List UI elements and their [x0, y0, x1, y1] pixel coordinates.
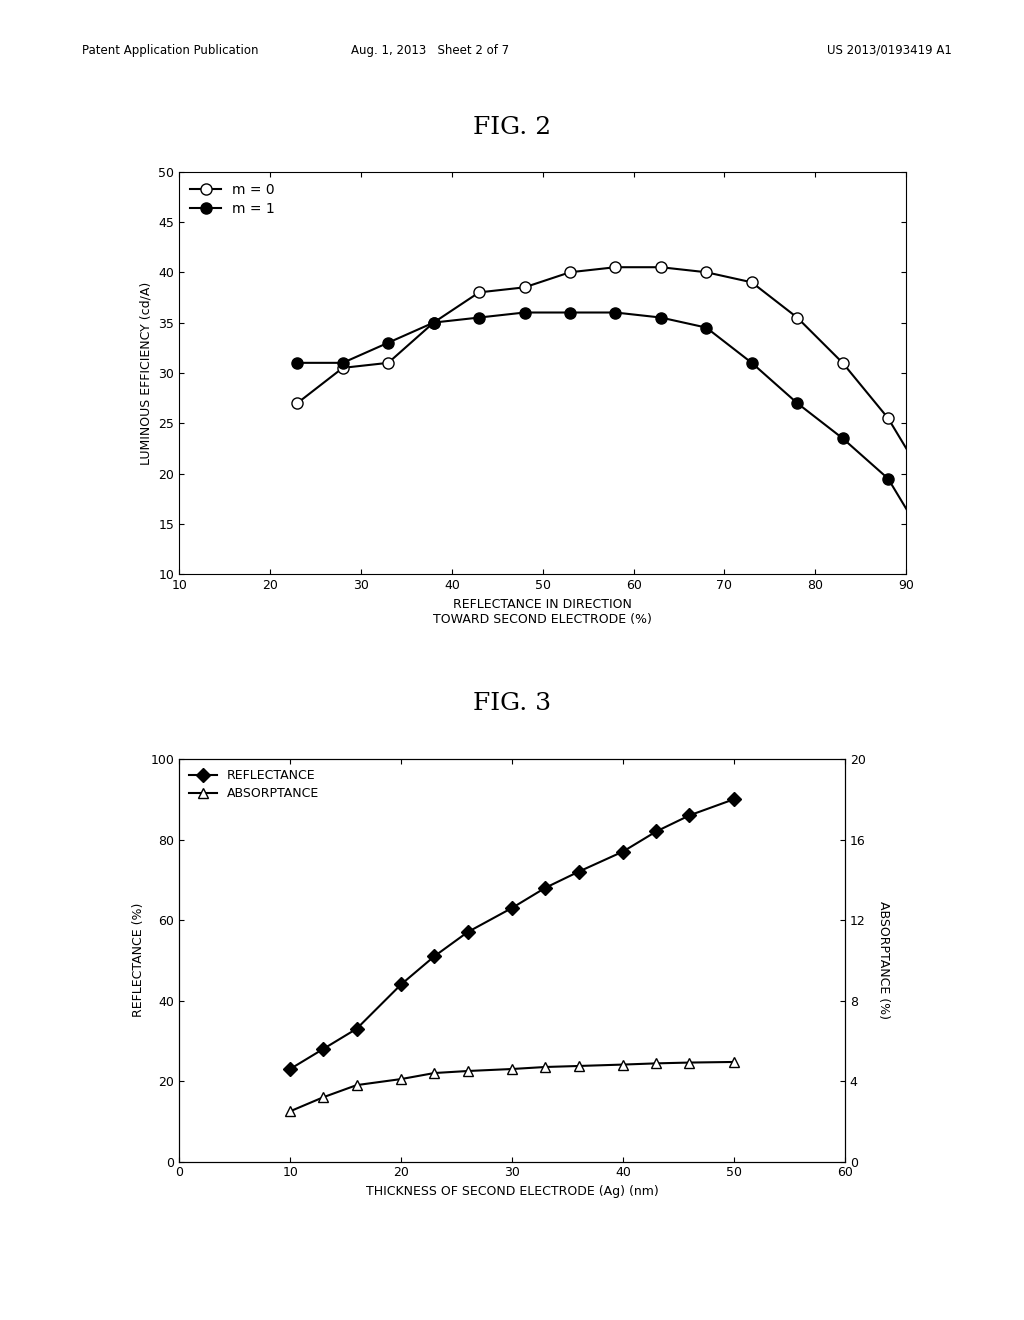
ABSORPTANCE — [350, 1077, 362, 1093]
Text: Patent Application Publication: Patent Application Publication — [82, 44, 258, 57]
m = 1 — [382, 335, 394, 351]
m = 0 — [518, 280, 530, 296]
Line: m = 0: m = 0 — [292, 261, 921, 469]
m = 1 — [745, 355, 758, 371]
m = 0 — [654, 259, 667, 275]
m = 1 — [609, 305, 622, 321]
ABSORPTANCE — [572, 1059, 585, 1074]
REFLECTANCE — [284, 1061, 296, 1077]
Y-axis label: REFLECTANCE (%): REFLECTANCE (%) — [132, 903, 145, 1018]
ABSORPTANCE — [539, 1059, 551, 1074]
ABSORPTANCE — [650, 1056, 663, 1072]
REFLECTANCE — [728, 791, 740, 807]
m = 1 — [882, 471, 894, 487]
Legend: REFLECTANCE, ABSORPTANCE: REFLECTANCE, ABSORPTANCE — [185, 766, 323, 804]
REFLECTANCE — [462, 924, 474, 940]
ABSORPTANCE — [728, 1055, 740, 1071]
m = 0 — [428, 314, 440, 330]
REFLECTANCE — [350, 1020, 362, 1036]
ABSORPTANCE — [683, 1055, 695, 1071]
m = 1 — [837, 430, 849, 446]
Line: REFLECTANCE: REFLECTANCE — [286, 795, 738, 1074]
m = 0 — [700, 264, 713, 280]
X-axis label: THICKNESS OF SECOND ELECTRODE (Ag) (nm): THICKNESS OF SECOND ELECTRODE (Ag) (nm) — [366, 1185, 658, 1199]
REFLECTANCE — [539, 880, 551, 896]
m = 0 — [909, 455, 922, 471]
m = 0 — [882, 411, 894, 426]
m = 0 — [291, 395, 303, 411]
ABSORPTANCE — [428, 1065, 440, 1081]
m = 0 — [337, 360, 349, 376]
REFLECTANCE — [506, 900, 518, 916]
Text: US 2013/0193419 A1: US 2013/0193419 A1 — [827, 44, 952, 57]
m = 0 — [609, 259, 622, 275]
m = 0 — [473, 285, 485, 301]
m = 1 — [791, 395, 803, 411]
REFLECTANCE — [428, 948, 440, 964]
Legend: m = 0, m = 1: m = 0, m = 1 — [186, 178, 279, 220]
m = 0 — [564, 264, 577, 280]
REFLECTANCE — [683, 808, 695, 824]
m = 1 — [473, 310, 485, 326]
m = 1 — [700, 319, 713, 335]
m = 1 — [291, 355, 303, 371]
m = 1 — [337, 355, 349, 371]
ABSORPTANCE — [395, 1071, 408, 1086]
Line: m = 1: m = 1 — [292, 308, 921, 529]
Line: ABSORPTANCE: ABSORPTANCE — [286, 1057, 738, 1117]
ABSORPTANCE — [616, 1056, 629, 1072]
ABSORPTANCE — [284, 1104, 296, 1119]
m = 1 — [909, 516, 922, 532]
REFLECTANCE — [572, 863, 585, 879]
m = 0 — [791, 310, 803, 326]
Y-axis label: LUMINOUS EFFICIENCY (cd/A): LUMINOUS EFFICIENCY (cd/A) — [140, 281, 153, 465]
ABSORPTANCE — [506, 1061, 518, 1077]
m = 0 — [382, 355, 394, 371]
ABSORPTANCE — [462, 1063, 474, 1078]
REFLECTANCE — [616, 843, 629, 859]
REFLECTANCE — [395, 977, 408, 993]
Y-axis label: ABSORPTANCE (%): ABSORPTANCE (%) — [877, 902, 890, 1019]
Text: FIG. 3: FIG. 3 — [473, 693, 551, 715]
m = 1 — [654, 310, 667, 326]
Text: Aug. 1, 2013   Sheet 2 of 7: Aug. 1, 2013 Sheet 2 of 7 — [351, 44, 509, 57]
m = 1 — [518, 305, 530, 321]
REFLECTANCE — [650, 824, 663, 840]
X-axis label: REFLECTANCE IN DIRECTION
TOWARD SECOND ELECTRODE (%): REFLECTANCE IN DIRECTION TOWARD SECOND E… — [433, 598, 652, 626]
m = 1 — [428, 314, 440, 330]
m = 0 — [745, 275, 758, 290]
Text: FIG. 2: FIG. 2 — [473, 116, 551, 139]
ABSORPTANCE — [317, 1089, 330, 1105]
REFLECTANCE — [317, 1041, 330, 1057]
m = 1 — [564, 305, 577, 321]
m = 0 — [837, 355, 849, 371]
